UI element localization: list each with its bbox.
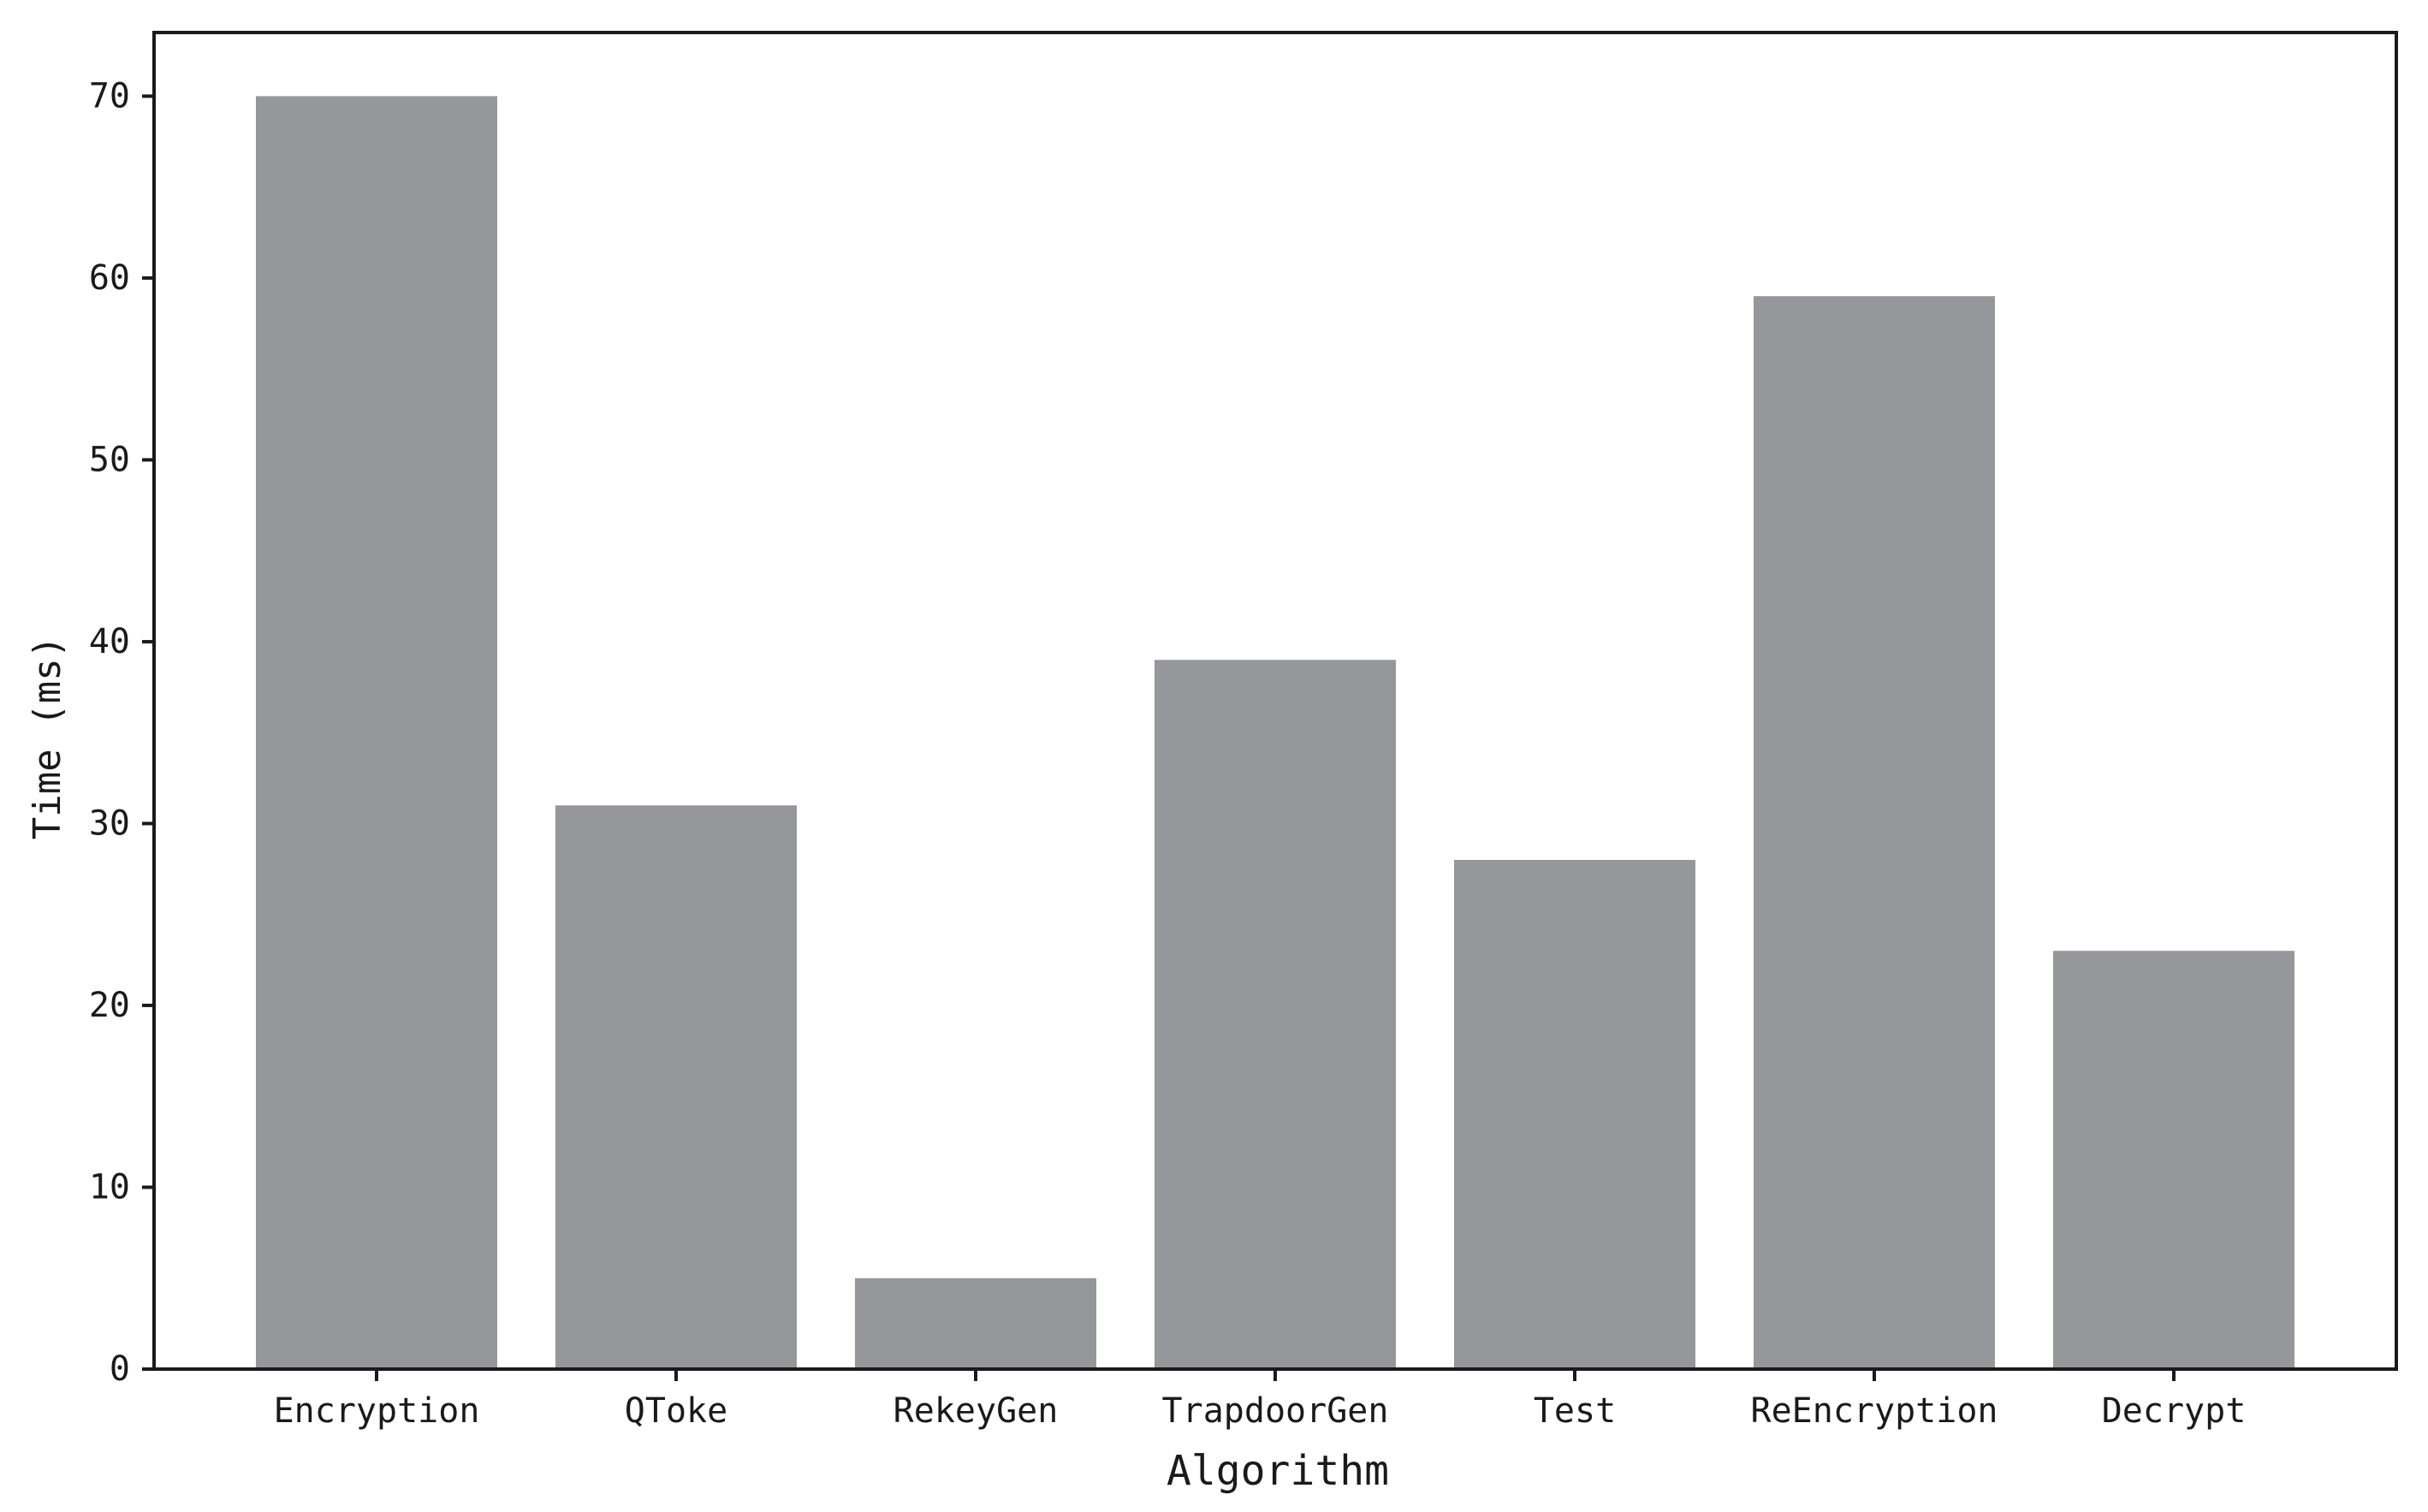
bar-trapdoorgen [1155, 660, 1396, 1369]
y-tick-label: 70 [89, 76, 130, 116]
y-tick-label: 60 [89, 258, 130, 298]
x-tick-label: ReEncryption [1751, 1391, 1998, 1431]
bar-test [1454, 859, 1695, 1369]
y-tick-label: 30 [89, 803, 130, 843]
x-tick-label: TrapdoorGen [1162, 1391, 1389, 1431]
bar-qtoke [555, 805, 797, 1369]
y-tick-label: 0 [110, 1349, 130, 1389]
bar-reencryption [1754, 296, 1995, 1369]
bar-decrypt [2053, 951, 2294, 1369]
y-tick-label: 20 [89, 986, 130, 1025]
y-tick-label: 10 [89, 1167, 130, 1207]
x-tick-label: Test [1534, 1391, 1616, 1431]
x-tick-label: Decrypt [2102, 1391, 2247, 1431]
y-axis-label: Time (ms) [26, 636, 69, 839]
y-tick-label: 40 [89, 622, 130, 661]
bars-layer [256, 96, 2294, 1369]
bar-encryption [256, 96, 497, 1369]
bar-rekeygen [855, 1278, 1096, 1369]
x-tick-label: QToke [625, 1391, 727, 1431]
x-axis-label: Algorithm [1167, 1447, 1389, 1495]
x-tick-label: Encryption [274, 1391, 480, 1431]
axes-layer: 0 10 20 30 40 50 60 70 Encryption QToke RekeyGen Tr… [89, 31, 2398, 1431]
y-tick-label: 50 [89, 440, 130, 479]
x-tick-label: RekeyGen [893, 1391, 1059, 1431]
